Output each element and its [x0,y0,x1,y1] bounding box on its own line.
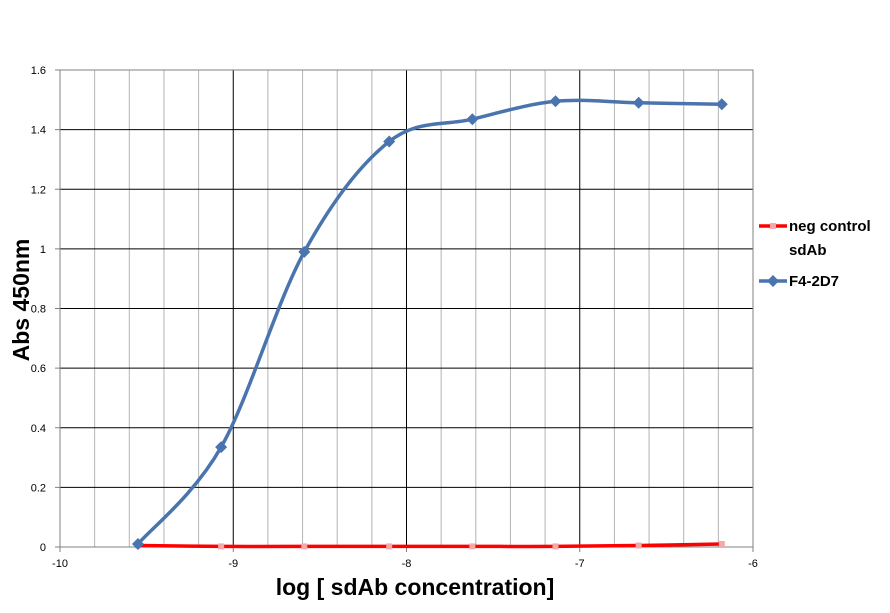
legend-item: F4-2D7 [759,273,839,290]
data-point [635,542,642,549]
y-tick-label: 0.4 [31,423,46,435]
y-tick-label: 1.4 [31,125,46,137]
legend-marker [767,275,779,287]
grid-lines [60,69,753,547]
data-point [718,541,725,548]
legend-label: F4-2D7 [789,273,839,290]
legend-item: neg control sdAb [759,218,871,259]
x-tick-label: -7 [575,558,585,570]
series-line [136,98,722,546]
series [131,95,728,551]
y-tick-label: 0.8 [31,304,46,316]
x-tick-label: -10 [52,558,68,570]
legend-marker [770,223,776,229]
data-point [215,441,228,454]
x-tick-label: -9 [228,558,238,570]
data-point [632,96,645,109]
data-point [466,113,479,126]
y-tick-label: 0.2 [31,482,46,494]
data-point [552,543,559,550]
axes [55,69,754,552]
x-tick-label: -6 [748,558,758,570]
y-tick-label: 0 [40,542,46,554]
legend-label: neg control [789,218,871,235]
y-axis-title: Abs 450nm [8,239,34,362]
data-point [298,245,311,258]
y-tick-label: 0.6 [31,363,46,375]
y-tick-label: 1.6 [31,65,46,77]
tick-labels: 0 0.2 0.4 0.6 0.8 1 1.2 1.4 1.6 -10 -9 -8 -7 -6 [31,65,758,570]
series-line [137,542,722,549]
x-tick-label: -8 [402,558,412,570]
data-point [383,135,396,148]
data-point [469,543,476,550]
data-point [301,543,308,550]
legend: neg control sdAb F4-2D7 [759,218,871,290]
data-point [549,95,562,108]
y-tick-label: 1 [40,244,46,256]
data-point [386,543,393,550]
data-point [218,543,225,550]
legend-label: sdAb [789,242,827,259]
series-neg-control [134,541,725,550]
data-point [131,538,144,551]
series-f4-2d7 [131,95,728,551]
x-axis-title: log [ sdAb concentration] [276,574,555,600]
y-tick-label: 1.2 [31,184,46,196]
data-point [715,98,728,111]
